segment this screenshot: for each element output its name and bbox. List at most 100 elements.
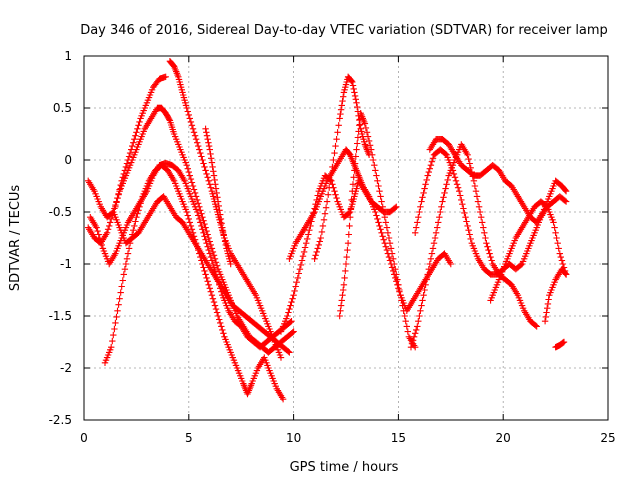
data-point-s3-p2-2 [116,295,123,302]
data-point-s4-p2-4 [129,142,136,150]
data-point-s8-p16-2 [380,236,387,243]
data-point-s9-p0-5 [316,238,323,245]
data-point-s10-p11-0 [393,271,400,278]
data-point-s8-p15-2 [374,215,381,223]
data-point-s15-p4-0 [562,271,570,278]
data-point-s11-p11-3 [480,224,487,231]
data-point-s3-p16-2 [204,278,211,285]
data-point-s12-p6-5 [454,184,462,191]
data-point-s10-p12-2 [401,312,408,320]
data-point-s9-p4-4 [339,97,346,105]
data-point-s7-p4-1 [304,235,311,243]
data-point-s9-p0-1 [312,252,319,259]
data-point-s3-p29-0 [279,396,287,403]
data-point-s3-p18-4 [219,326,226,334]
data-point-s7-p3-2 [298,257,306,264]
data-point-s7-p1-4 [288,298,295,306]
data-point-s10-p10-2 [388,250,396,257]
data-point-s7-p2-2 [292,283,299,290]
data-point-s3-p15-5 [201,267,208,275]
data-point-s12-p7-1 [457,192,464,199]
data-point-s11-p12-4 [487,253,494,261]
data-point-s3-p15-2 [198,257,205,264]
data-point-s11-p10-5 [475,203,483,210]
data-point-s9-p6-5 [348,77,355,85]
data-point-s3-p1-0 [108,344,115,351]
data-point-s6-p1-1 [207,150,214,158]
data-point-s4-p0-5 [117,181,124,189]
data-point-s3-p14-5 [195,246,202,254]
data-point-s6-p4-2 [220,231,227,238]
data-point-s10-p11-2 [395,281,402,288]
data-point-s3-p18-2 [217,319,224,327]
data-point-s11-p0-0 [407,344,415,351]
data-point-s12-p2-4 [428,158,436,165]
data-point-s12-p0-5 [417,203,424,210]
data-point-s3-p16-5 [207,288,214,295]
data-point-s12-p6-4 [453,181,461,188]
data-point-s3-p1-4 [112,319,119,327]
data-point-s10-p9-4 [384,229,392,236]
data-point-s5-p6-3 [199,156,206,164]
data-point-s10-p9-1 [381,214,388,221]
data-point-s1-p18-2 [202,236,209,243]
data-point-s3-p17-2 [210,298,218,306]
data-point-s6-p6-0 [227,260,234,268]
data-point-s1-p19-2 [208,257,216,264]
data-point-s12-p7-4 [460,205,467,212]
x-tick-label-0: 0 [80,431,88,445]
chart-title: Day 346 of 2016, Sidereal Day-to-day VTE… [80,23,608,38]
data-point-s0-p18-0 [189,182,197,190]
data-point-s3-p3-4 [124,250,132,257]
data-point-s7-p1-0 [284,312,291,320]
data-point-s7-p2-3 [293,279,300,286]
data-point-s10-p6-2 [363,129,371,136]
data-point-s3-p3-5 [125,245,133,252]
data-point-s3-p5-0 [133,214,140,221]
data-point-s11-p9-0 [464,151,471,158]
data-point-s6-p4-3 [221,234,228,242]
data-point-s12-p1-4 [422,181,429,188]
data-point-s10-p1-1 [341,274,348,282]
data-point-s4-p3-4 [135,122,142,129]
data-point-s10-p2-1 [345,231,352,238]
data-point-s9-p3-3 [333,136,340,143]
series-13 [426,136,570,226]
data-point-s14-p10-1 [551,224,558,231]
data-point-s9-p7-2 [350,85,357,93]
data-point-s10-p11-1 [394,276,401,283]
data-point-s6-p1-0 [206,146,213,153]
y-tick-label-0: -2.5 [49,413,72,427]
data-point-s5-p4-2 [185,111,192,119]
data-point-s9-p4-1 [337,110,344,118]
y-tick-label-2: -1.5 [49,309,72,323]
data-point-s8-p15-5 [377,226,384,233]
data-point-s12-p8-3 [465,227,472,234]
data-point-s10-p2-0 [344,240,352,247]
data-point-s5-p4-0 [183,104,190,112]
data-point-s0-p17-1 [184,165,191,172]
data-point-s10-p8-1 [375,182,382,190]
data-point-s11-p5-0 [439,198,446,205]
data-point-s11-p12-0 [483,240,490,247]
data-point-s11-p19-5 [532,322,539,329]
data-point-s3-p4-2 [129,231,136,238]
data-point-s9-p0-2 [313,248,320,256]
data-point-s10-p9-3 [383,224,391,231]
data-point-s1-p18-5 [205,246,212,254]
data-point-s3-p5-1 [134,210,141,217]
data-point-s0-p18-4 [194,196,201,204]
data-point-s4-p0-3 [115,190,122,197]
data-point-s3-p4-1 [128,235,135,243]
data-point-s1-p18-0 [200,229,207,236]
data-point-s12-p24-0 [562,198,570,205]
data-point-s6-p3-1 [215,202,222,210]
data-point-s12-p6-0 [449,167,457,174]
data-point-s3-p4-4 [131,222,138,230]
data-point-s10-p1-0 [340,281,348,288]
data-point-s3-p3-2 [122,260,130,268]
data-point-s1-p17-5 [199,226,206,233]
data-point-s4-p3-0 [131,136,138,143]
data-point-s10-p9-2 [382,219,389,226]
